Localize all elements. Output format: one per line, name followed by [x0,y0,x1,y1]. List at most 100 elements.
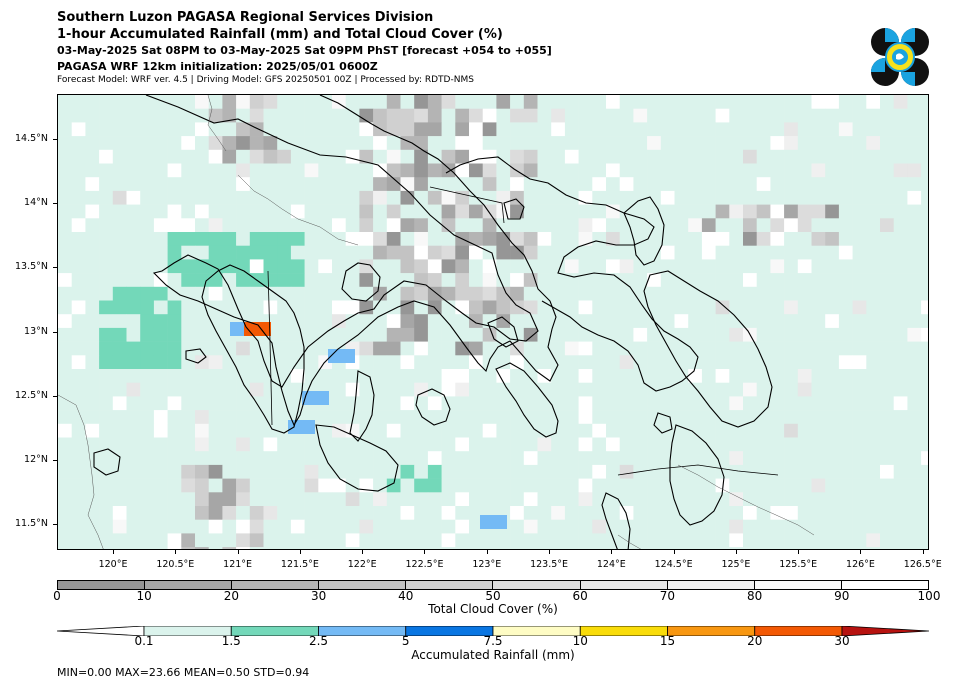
grid-cell [674,396,689,411]
grid-cell [893,273,908,288]
grid-cell [496,396,511,411]
coast-mindoro [201,264,305,434]
grid-cell [249,547,264,549]
grid-cell [866,410,881,425]
grid-cell [838,108,853,123]
grid-cell [510,423,525,438]
grid-cell [893,300,908,315]
grid-cell [140,108,155,123]
grid-cell [729,300,744,315]
grid-cell [195,547,209,549]
grid-cell [85,163,100,178]
grid-cell [551,245,566,260]
grid-cell [880,273,894,288]
grid-cell [852,396,867,411]
grid-cell [715,232,730,246]
grid-cell [838,245,853,260]
grid-cell [578,423,593,438]
grid-cell [825,273,840,288]
grid-cell [208,122,223,137]
grid-cell [85,286,100,301]
grid-cell [633,163,648,178]
grid-cell [633,273,648,288]
grid-cell [852,506,867,520]
grid-cell [838,314,853,329]
grid-cell [578,300,593,315]
grid-cell [236,122,251,137]
grid-cell [71,464,86,479]
grid-cell [455,506,470,520]
grid-cell [852,547,867,549]
grid-cell [359,245,374,260]
grid-cell [455,478,470,493]
grid-cell [455,341,470,356]
grid-cell [592,136,607,151]
grid-cell [701,204,716,219]
grid-cell [523,259,538,274]
grid-cell [880,149,894,164]
grid-cell [921,108,928,123]
grid-cell [126,410,141,425]
grid-cell [770,451,785,466]
grid-cell [263,177,278,192]
grid-cell [58,245,72,260]
grid-cell [427,492,442,507]
grid-cell [674,533,689,548]
grid-cell [551,136,566,151]
grid-cell [236,451,251,466]
grid-cell [71,204,86,219]
coast-lubang [185,348,207,364]
grid-cell [58,327,72,342]
cloud-cover-label: Total Cloud Cover (%) [428,602,558,616]
grid-cell [688,410,703,425]
grid-cell [208,341,223,356]
grid-cell [784,464,799,479]
grid-cell [633,300,648,315]
grid-cell [153,95,168,109]
grid-cell [633,108,648,123]
grid-cell [318,245,333,260]
grid-cell [866,547,881,549]
grid-cell [674,300,689,315]
grid-cell [578,95,593,109]
grid-cell [386,437,401,452]
cloud-color-segment [406,581,494,589]
cloud-tick-label: 80 [746,589,763,603]
grid-cell [537,122,552,137]
grid-cell [633,355,648,370]
grid-cell [797,451,812,466]
grid-cell [564,341,579,356]
grid-cell [907,314,922,329]
grid-cell [236,492,251,507]
coast-masbate [495,362,559,438]
grid-cell [660,95,675,109]
grid-cell [332,108,346,123]
grid-cell [414,410,429,425]
grid-cell [153,286,168,301]
grid-cell [195,204,209,219]
grid-cell [592,547,607,549]
grid-cell [386,204,401,219]
grid-cell [427,95,442,109]
grid-cell [140,149,155,164]
grid-cell [99,286,114,301]
grid-cell [770,204,785,219]
grid-cell [290,478,305,493]
grid-cell [715,382,730,397]
grid-cell [715,314,730,329]
grid-cell [208,547,223,549]
grid-cell [674,204,689,219]
grid-cell [701,451,716,466]
grid-cell [729,273,744,288]
grid-cell [332,519,346,534]
grid-cell [373,369,388,383]
grid-cell [756,314,771,329]
grid-cell [551,163,566,178]
grid-cell [99,204,114,219]
grid-cell [866,506,881,520]
grid-cell [784,396,799,411]
grid-cell [469,245,483,260]
grid-cell [414,163,429,178]
grid-cell [332,464,346,479]
grid-cell [701,163,716,178]
